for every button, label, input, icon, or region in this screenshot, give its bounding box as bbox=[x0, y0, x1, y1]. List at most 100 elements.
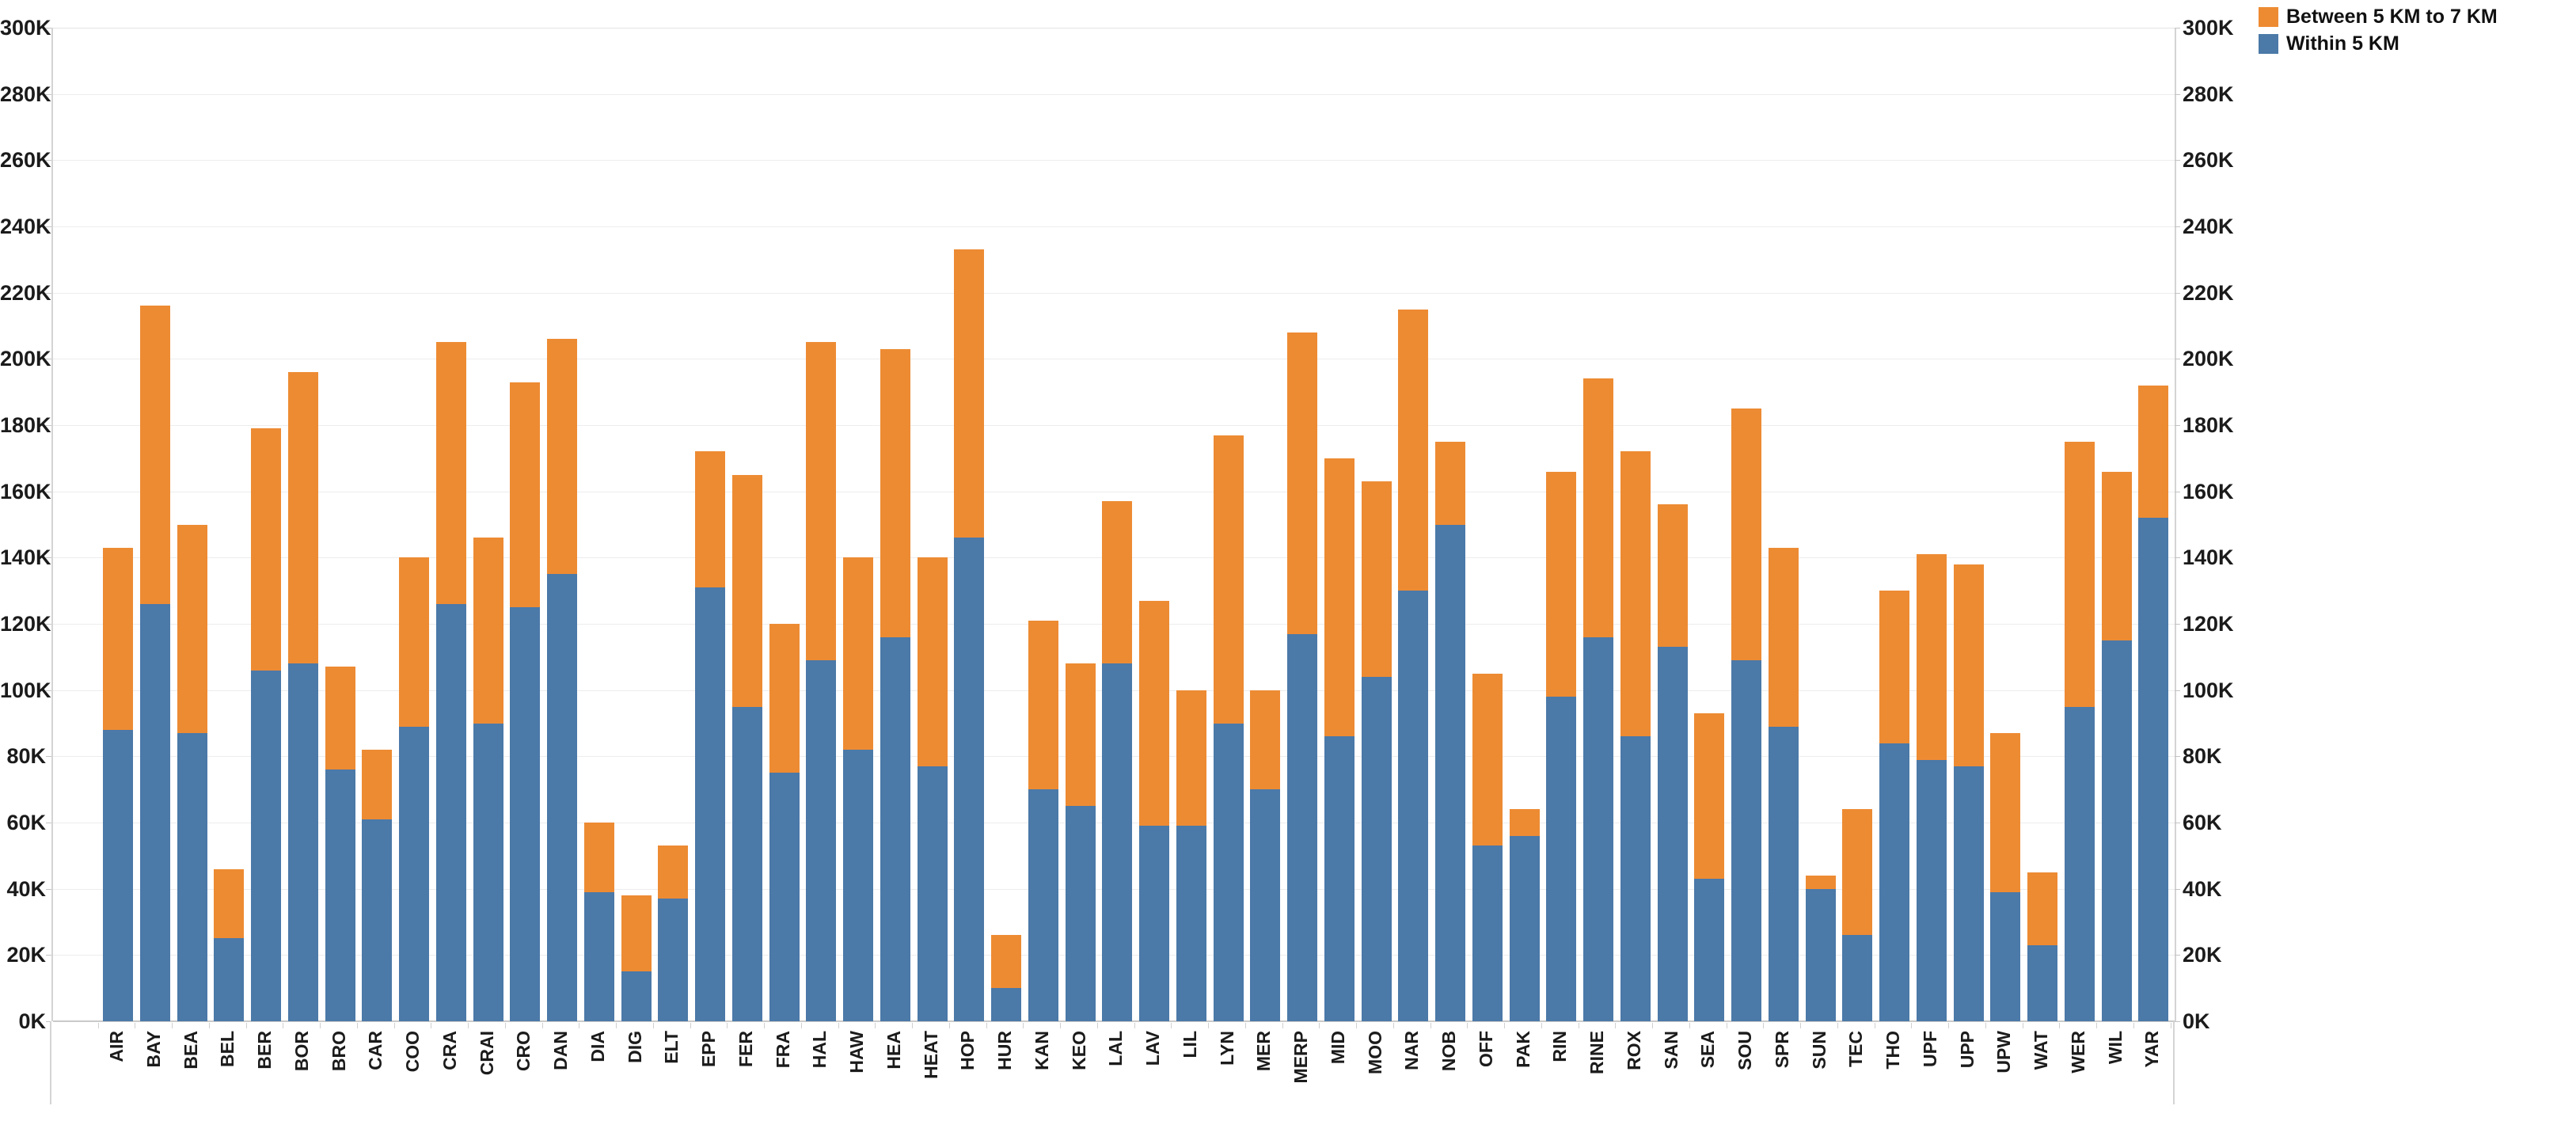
bar-stack-UPW[interactable] bbox=[1990, 733, 2021, 1021]
bar-segment-within-5km[interactable] bbox=[1398, 591, 1429, 1021]
bar-stack-KEO[interactable] bbox=[1065, 663, 1096, 1021]
bar-segment-between-5-7km[interactable] bbox=[1620, 451, 1651, 737]
bar-stack-LAL[interactable] bbox=[1102, 501, 1133, 1021]
bar-segment-within-5km[interactable] bbox=[2064, 706, 2095, 1021]
bar-segment-within-5km[interactable] bbox=[177, 733, 207, 1021]
bar-segment-within-5km[interactable] bbox=[695, 587, 725, 1021]
bar-segment-between-5-7km[interactable] bbox=[2064, 441, 2095, 707]
bar-segment-between-5-7km[interactable] bbox=[843, 557, 873, 750]
bar-segment-within-5km[interactable] bbox=[547, 574, 577, 1021]
bar-stack-TEC[interactable] bbox=[1842, 809, 1873, 1021]
bar-segment-within-5km[interactable] bbox=[621, 971, 652, 1021]
bar-segment-between-5-7km[interactable] bbox=[1435, 441, 1465, 525]
bar-stack-DIG[interactable] bbox=[621, 895, 652, 1021]
bar-stack-DAN[interactable] bbox=[547, 339, 577, 1021]
bar-segment-between-5-7km[interactable] bbox=[139, 306, 170, 604]
bar-stack-MER[interactable] bbox=[1250, 690, 1281, 1021]
bar-segment-between-5-7km[interactable] bbox=[1731, 408, 1761, 661]
bar-segment-between-5-7km[interactable] bbox=[583, 823, 614, 892]
bar-stack-CAR[interactable] bbox=[362, 749, 393, 1021]
bar-segment-between-5-7km[interactable] bbox=[1102, 501, 1133, 664]
bar-segment-between-5-7km[interactable] bbox=[1879, 591, 1909, 743]
bar-segment-within-5km[interactable] bbox=[658, 899, 689, 1021]
bar-segment-between-5-7km[interactable] bbox=[621, 895, 652, 972]
bar-stack-SPR[interactable] bbox=[1768, 547, 1799, 1021]
bar-segment-between-5-7km[interactable] bbox=[287, 372, 318, 664]
bar-stack-NOB[interactable] bbox=[1435, 441, 1465, 1021]
bar-segment-between-5-7km[interactable] bbox=[1583, 378, 1613, 637]
bar-segment-within-5km[interactable] bbox=[1213, 723, 1244, 1021]
bar-stack-MERP[interactable] bbox=[1287, 332, 1317, 1021]
bar-stack-ELT[interactable] bbox=[658, 846, 689, 1021]
bar-segment-between-5-7km[interactable] bbox=[1657, 504, 1688, 648]
bar-stack-HUR[interactable] bbox=[991, 935, 1021, 1021]
bar-stack-FRA[interactable] bbox=[769, 624, 800, 1021]
bar-segment-within-5km[interactable] bbox=[806, 660, 837, 1021]
bar-segment-within-5km[interactable] bbox=[880, 636, 910, 1021]
bar-stack-BEA[interactable] bbox=[177, 524, 207, 1021]
bar-segment-between-5-7km[interactable] bbox=[2138, 385, 2169, 519]
bar-segment-between-5-7km[interactable] bbox=[1028, 620, 1058, 790]
bar-segment-within-5km[interactable] bbox=[991, 988, 1021, 1021]
bar-stack-CRO[interactable] bbox=[510, 382, 541, 1021]
bar-segment-between-5-7km[interactable] bbox=[1065, 663, 1096, 807]
bar-segment-within-5km[interactable] bbox=[1028, 789, 1058, 1021]
bar-stack-HOP[interactable] bbox=[954, 249, 985, 1021]
bar-segment-between-5-7km[interactable] bbox=[991, 935, 1021, 989]
bar-segment-within-5km[interactable] bbox=[103, 729, 133, 1021]
bar-stack-COO[interactable] bbox=[399, 557, 429, 1021]
bar-segment-within-5km[interactable] bbox=[1287, 633, 1317, 1021]
bar-segment-within-5km[interactable] bbox=[1694, 879, 1725, 1021]
legend-item-between-5-7km[interactable]: Between 5 KM to 7 KM bbox=[2259, 6, 2498, 28]
bar-stack-SAN[interactable] bbox=[1657, 504, 1688, 1021]
bar-stack-BER[interactable] bbox=[251, 428, 281, 1021]
bar-segment-within-5km[interactable] bbox=[1509, 835, 1540, 1021]
bar-segment-within-5km[interactable] bbox=[843, 749, 873, 1021]
bar-stack-AIR[interactable] bbox=[103, 547, 133, 1021]
bar-segment-within-5km[interactable] bbox=[1583, 636, 1613, 1021]
bar-segment-within-5km[interactable] bbox=[1176, 826, 1206, 1021]
bar-stack-CRA[interactable] bbox=[435, 342, 466, 1021]
bar-segment-within-5km[interactable] bbox=[1805, 888, 1836, 1021]
bar-stack-BRO[interactable] bbox=[325, 667, 355, 1021]
bar-segment-within-5km[interactable] bbox=[583, 891, 614, 1021]
bar-segment-within-5km[interactable] bbox=[1953, 766, 1984, 1021]
bar-stack-KAN[interactable] bbox=[1028, 620, 1058, 1021]
bar-segment-within-5km[interactable] bbox=[435, 603, 466, 1021]
bar-segment-within-5km[interactable] bbox=[1731, 660, 1761, 1021]
bar-segment-within-5km[interactable] bbox=[917, 766, 948, 1021]
bar-stack-LAV[interactable] bbox=[1139, 600, 1169, 1021]
bar-segment-between-5-7km[interactable] bbox=[1139, 600, 1169, 826]
bar-segment-within-5km[interactable] bbox=[1324, 736, 1354, 1021]
bar-segment-within-5km[interactable] bbox=[1546, 697, 1577, 1021]
bar-segment-between-5-7km[interactable] bbox=[1805, 875, 1836, 889]
bar-segment-within-5km[interactable] bbox=[510, 607, 541, 1021]
bar-segment-within-5km[interactable] bbox=[2101, 640, 2132, 1021]
bar-segment-between-5-7km[interactable] bbox=[251, 428, 281, 671]
bar-stack-UPF[interactable] bbox=[1916, 554, 1947, 1021]
bar-segment-between-5-7km[interactable] bbox=[1990, 733, 2021, 892]
bar-segment-between-5-7km[interactable] bbox=[435, 342, 466, 604]
bar-stack-SUN[interactable] bbox=[1805, 875, 1836, 1021]
bar-segment-within-5km[interactable] bbox=[2027, 944, 2057, 1021]
bar-segment-between-5-7km[interactable] bbox=[769, 624, 800, 773]
bar-stack-CRAI[interactable] bbox=[473, 538, 503, 1021]
bar-segment-within-5km[interactable] bbox=[1435, 524, 1465, 1021]
bar-segment-between-5-7km[interactable] bbox=[806, 342, 837, 661]
bar-segment-within-5km[interactable] bbox=[731, 706, 762, 1021]
bar-segment-between-5-7km[interactable] bbox=[1287, 332, 1317, 634]
bar-segment-between-5-7km[interactable] bbox=[399, 557, 429, 727]
bar-stack-MID[interactable] bbox=[1324, 458, 1354, 1021]
bar-segment-between-5-7km[interactable] bbox=[510, 382, 541, 608]
bar-segment-between-5-7km[interactable] bbox=[1842, 809, 1873, 936]
bar-stack-PAK[interactable] bbox=[1509, 809, 1540, 1021]
bar-stack-WIL[interactable] bbox=[2101, 471, 2132, 1021]
bar-stack-HEAT[interactable] bbox=[917, 557, 948, 1021]
bar-segment-between-5-7km[interactable] bbox=[473, 538, 503, 724]
bar-segment-between-5-7km[interactable] bbox=[917, 557, 948, 766]
bar-segment-between-5-7km[interactable] bbox=[954, 249, 985, 538]
bar-stack-UPP[interactable] bbox=[1953, 564, 1984, 1021]
bar-segment-between-5-7km[interactable] bbox=[1398, 309, 1429, 591]
bar-segment-within-5km[interactable] bbox=[1990, 891, 2021, 1021]
bar-segment-between-5-7km[interactable] bbox=[1509, 809, 1540, 836]
